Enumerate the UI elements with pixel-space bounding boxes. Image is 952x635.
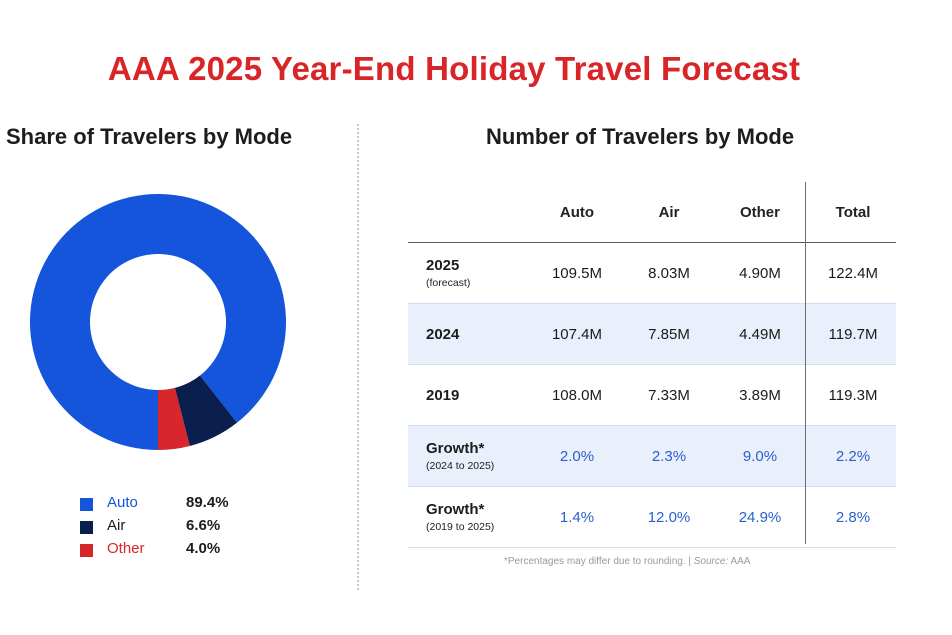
table-cell-air: 7.33M xyxy=(648,386,690,404)
row-label-main: Growth* xyxy=(426,440,485,457)
table-cell-other: 9.0% xyxy=(742,447,778,465)
table-row: 2019 108.0M 7.33M 3.89M 119.3M xyxy=(408,365,896,426)
donut-slice-auto xyxy=(30,194,287,450)
legend-item-air: Air 6.6% xyxy=(80,516,280,539)
table-cell-auto: 2.0% xyxy=(559,447,595,465)
dotted-divider xyxy=(357,124,359,590)
legend-swatch xyxy=(80,498,93,511)
row-label: 2019 xyxy=(426,365,459,425)
table-cell-total: 119.3M xyxy=(828,386,878,404)
row-label-main: 2024 xyxy=(426,325,460,343)
legend-item-other: Other 4.0% xyxy=(80,539,280,562)
table-cell-air: 7.85M xyxy=(648,325,690,343)
row-label: Growth* (2019 to 2025) xyxy=(426,487,494,547)
donut-legend: Auto 89.4% Air 6.6% Other 4.0% xyxy=(80,493,280,562)
row-label-sub: (forecast) xyxy=(426,277,471,289)
table-cell-auto: 109.5M xyxy=(551,264,603,282)
table-row: 2024 107.4M 7.85M 4.49M 119.7M xyxy=(408,304,896,365)
donut-chart-title: Share of Travelers by Mode xyxy=(6,124,293,149)
legend-label: Other xyxy=(107,540,145,557)
legend-swatch xyxy=(80,521,93,534)
total-column-divider xyxy=(805,182,806,544)
column-header-air: Air xyxy=(658,203,680,221)
footnote-source: AAA xyxy=(728,556,751,567)
row-label-main: 2019 xyxy=(426,386,460,404)
legend-swatch xyxy=(80,544,93,557)
table-cell-total: 119.7M xyxy=(828,325,878,343)
table-cell-total: 122.4M xyxy=(827,264,879,282)
table-cell-total: 2.2% xyxy=(835,447,871,465)
row-label-sub: (2024 to 2025) xyxy=(426,460,495,472)
donut-slice-other xyxy=(158,387,190,450)
donut-chart xyxy=(30,194,287,450)
table-cell-air: 12.0% xyxy=(647,508,691,526)
table-cell-air: 8.03M xyxy=(648,264,690,282)
table-cell-other: 24.9% xyxy=(738,508,782,526)
footnote-text: *Percentages may differ due to rounding.… xyxy=(504,556,694,567)
row-label-sub: (2019 to 2025) xyxy=(426,521,495,533)
legend-label: Air xyxy=(107,517,126,534)
table-row: Growth* (2024 to 2025) 2.0% 2.3% 9.0% 2.2% xyxy=(408,426,896,487)
legend-value: 4.0% xyxy=(186,540,221,557)
travelers-table: Auto Air Other Total 2025 (forecast) 109.5M 8.… xyxy=(408,182,896,548)
table-cell-total: 2.8% xyxy=(835,508,871,526)
legend-item-auto: Auto 89.4% xyxy=(80,493,280,516)
column-header-auto: Auto xyxy=(559,203,595,221)
table-cell-air: 2.3% xyxy=(651,447,687,465)
page-title: AAA 2025 Year-End Holiday Travel Forecas… xyxy=(107,50,801,87)
legend-label: Auto xyxy=(107,494,138,511)
column-header-total: Total xyxy=(835,203,871,221)
table-cell-auto: 1.4% xyxy=(559,508,595,526)
legend-value: 89.4% xyxy=(186,494,229,511)
table-row: 2025 (forecast) 109.5M 8.03M 4.90M 122.4M xyxy=(408,243,896,304)
row-label: Growth* (2024 to 2025) xyxy=(426,426,494,486)
column-header-other: Other xyxy=(739,203,780,221)
table-cell-other: 4.90M xyxy=(739,264,781,282)
table-cell-other: 4.49M xyxy=(739,325,781,343)
table-title: Number of Travelers by Mode xyxy=(486,124,795,149)
donut-slice-air xyxy=(174,375,238,446)
table-cell-auto: 107.4M xyxy=(551,325,603,343)
row-label-main: Growth* xyxy=(426,501,485,518)
footnote-source-label: Source: xyxy=(693,556,729,567)
legend-value: 6.6% xyxy=(186,517,221,534)
row-label: 2024 xyxy=(426,304,459,364)
table-cell-auto: 108.0M xyxy=(551,386,603,404)
table-header-row: Auto Air Other Total xyxy=(408,182,896,243)
row-label: 2025 (forecast) xyxy=(426,243,470,303)
row-label-main: 2025 xyxy=(426,257,460,274)
table-row: Growth* (2019 to 2025) 1.4% 12.0% 24.9% 2.8% xyxy=(408,487,896,548)
footnote: *Percentages may differ due to rounding.… xyxy=(504,556,750,567)
table-cell-other: 3.89M xyxy=(739,386,781,404)
